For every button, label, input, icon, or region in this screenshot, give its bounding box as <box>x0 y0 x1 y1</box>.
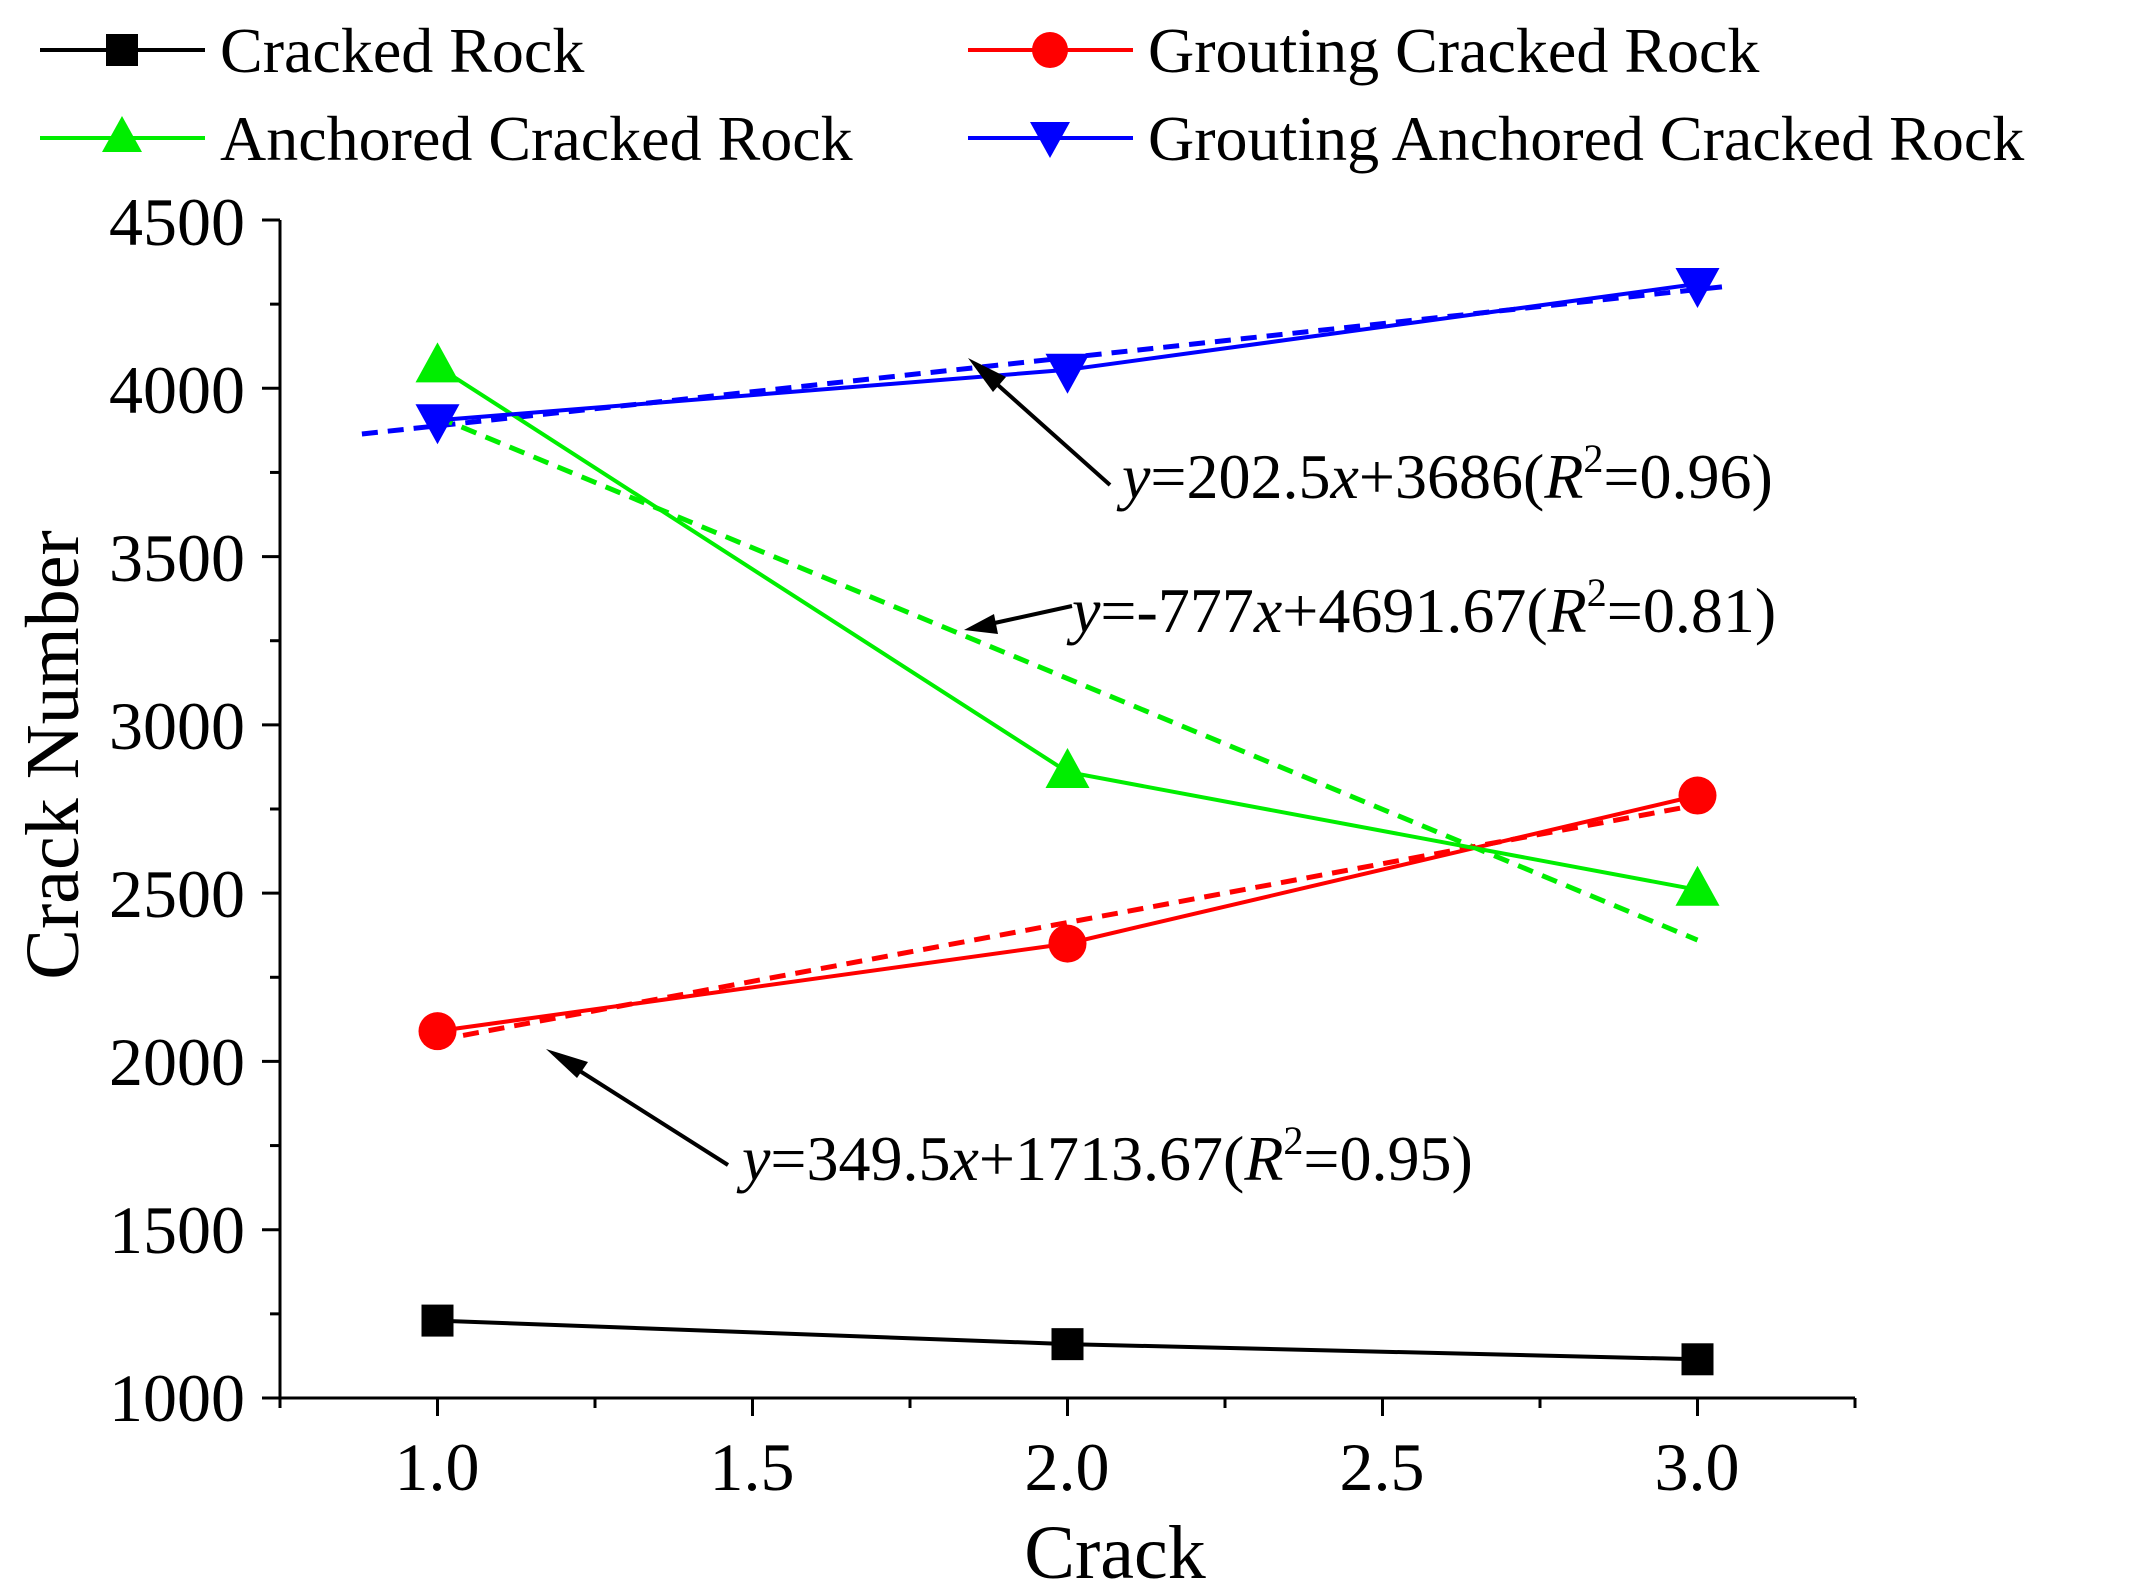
tick-labels: 1.0 1.5 2.0 2.5 3.0 1000 1500 2000 2500 … <box>109 184 1740 1505</box>
x-axis-title: Crack <box>1024 1511 1205 1588</box>
x-tick-label: 1.5 <box>710 1429 795 1505</box>
legend: Cracked Rock Grouting Cracked Rock Ancho… <box>40 15 2024 174</box>
legend-marker-triangle-down <box>1030 122 1070 158</box>
annotation-arrow-green <box>989 604 1073 626</box>
x-tick-label: 3.0 <box>1655 1429 1740 1505</box>
legend-label: Grouting Anchored Cracked Rock <box>1148 103 2024 174</box>
data-point-circle <box>1678 776 1717 815</box>
data-point-circle <box>418 1012 457 1051</box>
data-point-square <box>421 1304 454 1337</box>
data-point-triangle-down <box>415 404 460 445</box>
x-tick-label: 1.0 <box>395 1429 480 1505</box>
y-tick-label: 1500 <box>109 1192 245 1268</box>
annotation-arrow-red <box>570 1064 730 1167</box>
data-point-square <box>1051 1328 1084 1361</box>
series-markers <box>415 267 1720 1376</box>
legend-item-cracked-rock: Cracked Rock <box>40 15 584 86</box>
legend-marker-circle <box>1032 32 1068 68</box>
y-tick-label: 1000 <box>109 1360 245 1436</box>
annotation-arrowhead-blue <box>968 358 1006 392</box>
y-tick-label: 2500 <box>109 856 245 932</box>
data-point-circle <box>1048 924 1087 963</box>
annotation-arrow-blue <box>988 376 1112 487</box>
annotation-arrowhead-green <box>964 614 998 634</box>
equation-red: y=349.5x+1713.67(R2=0.95) <box>736 1118 1473 1194</box>
legend-item-anchored-cracked-rock: Anchored Cracked Rock <box>40 103 853 174</box>
legend-item-grouting-cracked-rock: Grouting Cracked Rock <box>968 15 1759 86</box>
y-tick-label: 3500 <box>109 520 245 596</box>
data-point-triangle-up <box>1675 865 1720 906</box>
y-axis-title: Crack Number <box>11 530 95 980</box>
legend-marker-triangle-up <box>102 116 142 152</box>
ticks <box>262 218 1857 1416</box>
data-point-triangle-down <box>1675 267 1720 308</box>
equation-green: y=-777x+4691.67(R2=0.81) <box>1066 570 1776 646</box>
fit-lines <box>361 283 1730 1043</box>
x-tick-label: 2.0 <box>1025 1429 1110 1505</box>
series-line <box>437 281 1698 423</box>
y-tick-label: 4000 <box>109 352 245 428</box>
data-point-triangle-up <box>1045 747 1090 788</box>
equation-blue: y=202.5x+3686(R2=0.96) <box>1116 436 1773 512</box>
y-tick-label: 4500 <box>109 184 245 260</box>
legend-label: Cracked Rock <box>220 15 584 86</box>
data-point-square <box>1681 1343 1714 1376</box>
annotation-arrows <box>546 358 1112 1167</box>
legend-label: Grouting Cracked Rock <box>1148 15 1759 86</box>
data-point-triangle-up <box>415 342 460 383</box>
y-tick-label: 2000 <box>109 1024 245 1100</box>
x-tick-label: 2.5 <box>1340 1429 1425 1505</box>
y-tick-label: 3000 <box>109 688 245 764</box>
legend-marker-square <box>106 34 138 66</box>
legend-label: Anchored Cracked Rock <box>220 103 853 174</box>
annotation-arrowhead-red <box>546 1049 588 1078</box>
series-line <box>437 793 1698 1034</box>
legend-item-grouting-anchored-cracked-rock: Grouting Anchored Cracked Rock <box>968 103 2024 174</box>
fit-line <box>436 414 1699 943</box>
data-point-triangle-down <box>1045 353 1090 394</box>
